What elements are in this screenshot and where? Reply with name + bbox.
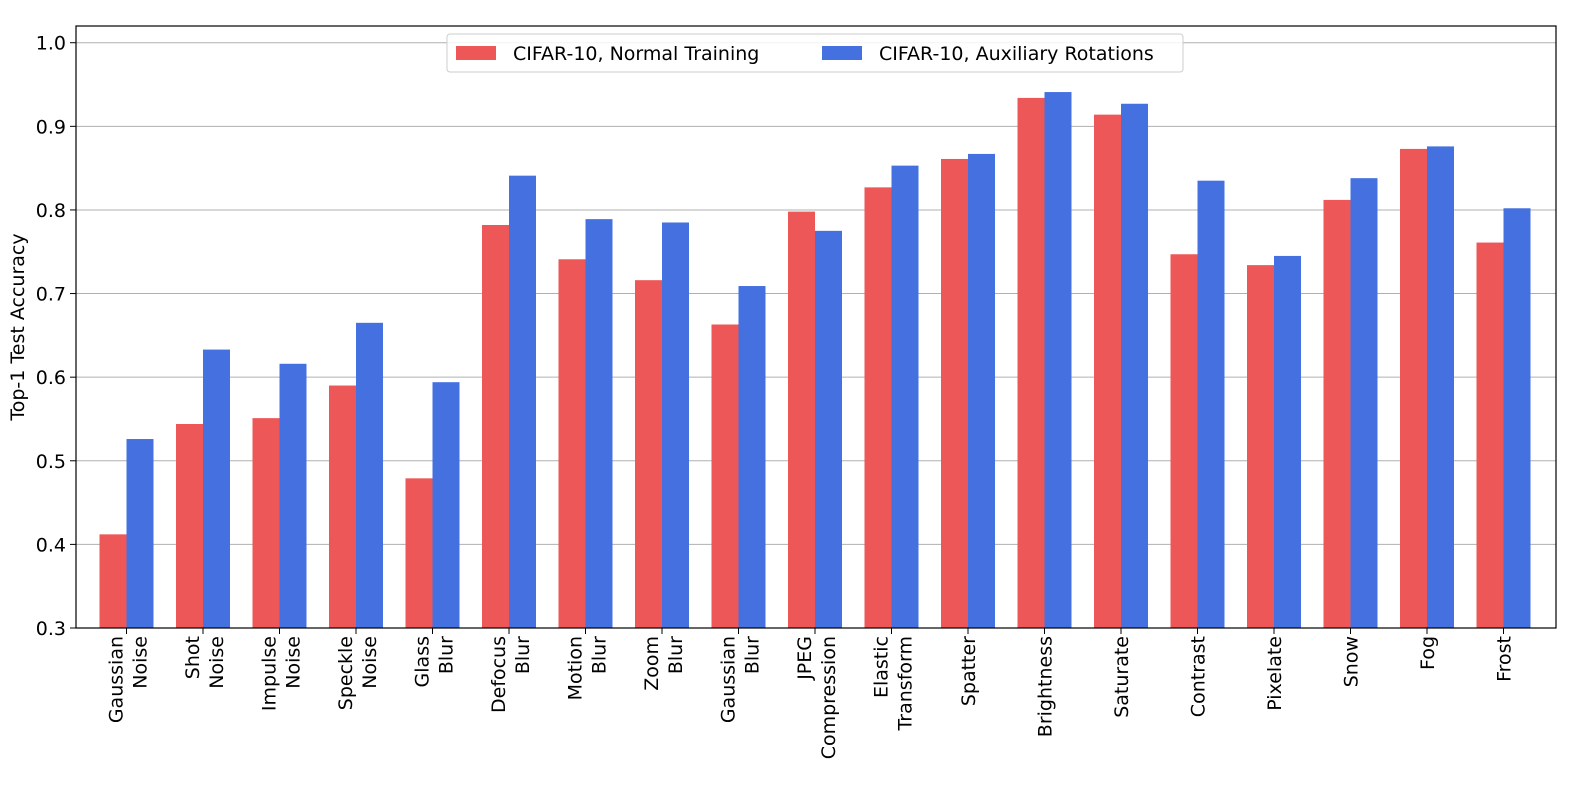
bar-auxiliary-rotations-12 bbox=[1044, 92, 1072, 628]
bar-normal-training-15 bbox=[1247, 265, 1274, 628]
bar-normal-training-1 bbox=[176, 423, 203, 628]
x-tick-label: Frost bbox=[1494, 636, 1516, 682]
bar-auxiliary-rotations-9 bbox=[815, 230, 842, 628]
x-tick-label: Fog bbox=[1417, 636, 1439, 670]
bar-auxiliary-rotations-5 bbox=[509, 175, 536, 629]
x-tick-label: Blur bbox=[589, 636, 611, 674]
x-tick-label: Noise bbox=[206, 636, 228, 689]
y-tick-label: 0.8 bbox=[36, 200, 66, 222]
bar-normal-training-9 bbox=[788, 211, 815, 628]
x-tick-label: Blur bbox=[436, 636, 458, 674]
x-tick-label: Gaussian bbox=[106, 636, 128, 723]
legend: CIFAR-10, Normal Training CIFAR-10, Auxi… bbox=[446, 33, 1184, 73]
bar-auxiliary-rotations-15 bbox=[1274, 255, 1301, 629]
y-tick-label: 0.6 bbox=[36, 367, 66, 389]
bar-normal-training-3 bbox=[329, 385, 356, 628]
x-tick-label: Spatter bbox=[958, 636, 980, 706]
x-tick-label: Elastic bbox=[871, 636, 893, 698]
x-tick-label: Brightness bbox=[1035, 636, 1057, 737]
bar-auxiliary-rotations-4 bbox=[432, 382, 460, 628]
bar-auxiliary-rotations-11 bbox=[968, 153, 995, 629]
bar-normal-training-12 bbox=[1017, 97, 1045, 628]
x-tick-label: Motion bbox=[565, 636, 587, 700]
bar-normal-training-6 bbox=[558, 259, 586, 628]
legend-box bbox=[446, 33, 1184, 73]
legend-swatch-rotations bbox=[822, 46, 862, 60]
legend-label-normal: CIFAR-10, Normal Training bbox=[513, 43, 759, 65]
y-tick-label: 1.0 bbox=[36, 33, 66, 55]
x-tick-label: JPEG bbox=[794, 636, 816, 681]
y-axis: 0.3 0.4 0.5 0.6 0.7 0.8 0.9 1.0 bbox=[36, 33, 76, 640]
y-tick-label: 0.4 bbox=[36, 534, 66, 556]
bar-normal-training-17 bbox=[1400, 148, 1427, 629]
x-tick-label: Blur bbox=[512, 636, 534, 674]
x-tick-label: Glass bbox=[412, 636, 434, 687]
x-tick-label: Noise bbox=[130, 636, 152, 689]
x-tick-label: Compression bbox=[818, 636, 840, 759]
bar-normal-training-4 bbox=[405, 478, 433, 628]
x-tick-label: Noise bbox=[359, 636, 381, 689]
bar-normal-training-7 bbox=[635, 280, 662, 628]
bar-normal-training-18 bbox=[1476, 242, 1504, 628]
bar-normal-training-8 bbox=[711, 324, 739, 628]
x-tick-label: Transform bbox=[895, 636, 917, 732]
y-tick-label: 0.5 bbox=[36, 451, 66, 473]
x-tick-label: Speckle bbox=[335, 636, 357, 710]
x-tick-label: Blur bbox=[665, 636, 687, 674]
x-tick-label: Pixelate bbox=[1264, 636, 1286, 711]
bars bbox=[99, 92, 1531, 629]
x-axis: Gaussian Noise Shot Noise Impulse Noise Speckl… bbox=[106, 628, 1516, 759]
x-tick-label: Defocus bbox=[488, 636, 510, 713]
bar-normal-training-2 bbox=[252, 418, 280, 628]
bar-auxiliary-rotations-1 bbox=[203, 349, 230, 628]
x-tick-label: Gaussian bbox=[718, 636, 740, 723]
bar-auxiliary-rotations-6 bbox=[585, 219, 613, 628]
bar-normal-training-16 bbox=[1323, 199, 1351, 628]
bar-normal-training-11 bbox=[941, 158, 968, 629]
x-tick-label: Shot bbox=[182, 636, 204, 679]
y-axis-label: Top-1 Test Accuracy bbox=[7, 233, 29, 421]
bar-auxiliary-rotations-16 bbox=[1350, 178, 1378, 628]
bar-normal-training-13 bbox=[1094, 114, 1121, 628]
bar-auxiliary-rotations-10 bbox=[891, 165, 919, 628]
bar-auxiliary-rotations-0 bbox=[126, 439, 154, 628]
bar-auxiliary-rotations-2 bbox=[279, 363, 307, 628]
bar-auxiliary-rotations-8 bbox=[738, 286, 766, 628]
bar-auxiliary-rotations-17 bbox=[1427, 146, 1454, 628]
x-tick-label: Impulse bbox=[259, 636, 281, 711]
bar-auxiliary-rotations-3 bbox=[356, 322, 383, 628]
y-tick-label: 0.9 bbox=[36, 116, 66, 138]
legend-swatch-normal bbox=[456, 46, 496, 60]
x-tick-label: Saturate bbox=[1111, 636, 1133, 718]
x-tick-label: Snow bbox=[1341, 636, 1363, 687]
bar-normal-training-10 bbox=[864, 187, 892, 628]
y-tick-label: 0.3 bbox=[36, 618, 66, 640]
bar-auxiliary-rotations-18 bbox=[1503, 208, 1531, 628]
bar-normal-training-14 bbox=[1170, 254, 1198, 628]
x-tick-label: Blur bbox=[742, 636, 764, 674]
bar-auxiliary-rotations-14 bbox=[1197, 180, 1225, 629]
legend-label-rotations: CIFAR-10, Auxiliary Rotations bbox=[879, 43, 1154, 65]
y-tick-label: 0.7 bbox=[36, 284, 66, 306]
bar-normal-training-0 bbox=[99, 534, 127, 628]
x-tick-label: Contrast bbox=[1188, 636, 1210, 717]
bar-auxiliary-rotations-7 bbox=[662, 222, 689, 628]
bar-normal-training-5 bbox=[482, 224, 509, 628]
bar-auxiliary-rotations-13 bbox=[1121, 103, 1148, 629]
plot-frame bbox=[75, 25, 1557, 629]
x-tick-label: Zoom bbox=[641, 636, 663, 691]
x-tick-label: Noise bbox=[283, 636, 305, 689]
